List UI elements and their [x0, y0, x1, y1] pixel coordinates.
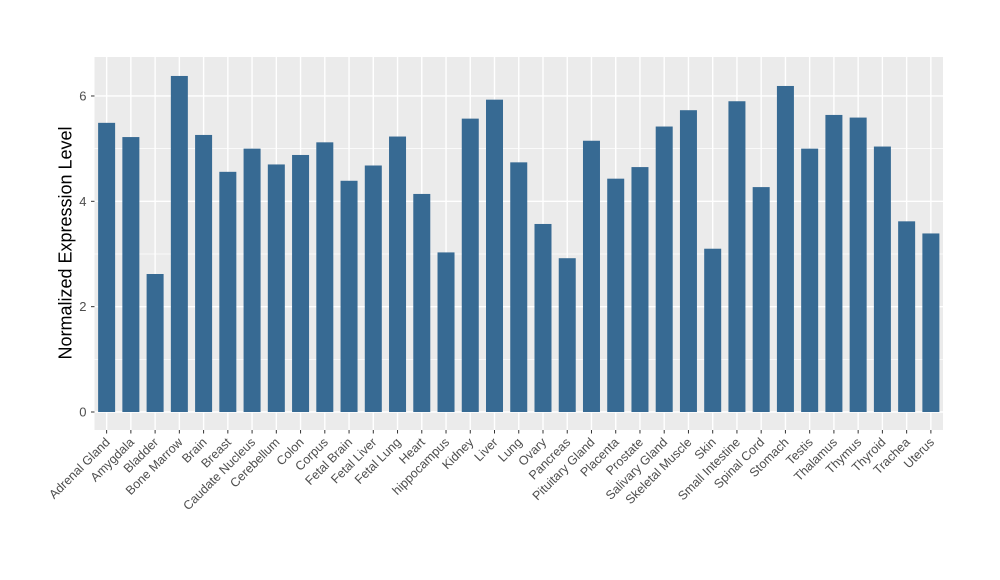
bar	[486, 99, 504, 412]
bar	[849, 117, 867, 412]
bar	[219, 171, 237, 412]
y-axis-title: Normalized Expression Level	[55, 126, 76, 360]
bar	[825, 114, 843, 413]
bar	[873, 146, 891, 412]
y-tick-label: 6	[79, 88, 86, 103]
bar	[267, 164, 285, 412]
bar	[389, 136, 407, 413]
bar	[655, 126, 673, 413]
bar	[316, 142, 334, 413]
bar	[340, 180, 358, 412]
bar	[243, 148, 261, 412]
y-tick-label: 0	[79, 405, 86, 420]
bar	[728, 101, 746, 412]
bar	[558, 258, 576, 412]
bar	[195, 134, 213, 412]
bar	[582, 140, 600, 412]
bar	[607, 178, 625, 412]
bar	[413, 193, 431, 412]
y-tick-label: 4	[79, 194, 86, 209]
bar	[170, 75, 188, 413]
bar	[146, 274, 164, 412]
bar	[98, 122, 116, 412]
bar	[292, 154, 310, 412]
bar	[776, 85, 794, 412]
bar	[898, 221, 916, 412]
bar	[752, 187, 770, 412]
y-tick-label: 2	[79, 299, 86, 314]
bar	[631, 167, 649, 412]
bar	[122, 137, 140, 412]
bar	[534, 223, 552, 412]
bar	[704, 248, 722, 412]
bar	[801, 148, 819, 412]
bar	[922, 233, 940, 412]
x-tick-label: Liver	[472, 435, 501, 464]
bar	[364, 165, 382, 412]
bar	[679, 110, 697, 412]
bar	[510, 162, 528, 412]
bar	[437, 252, 455, 412]
bar	[461, 118, 479, 412]
